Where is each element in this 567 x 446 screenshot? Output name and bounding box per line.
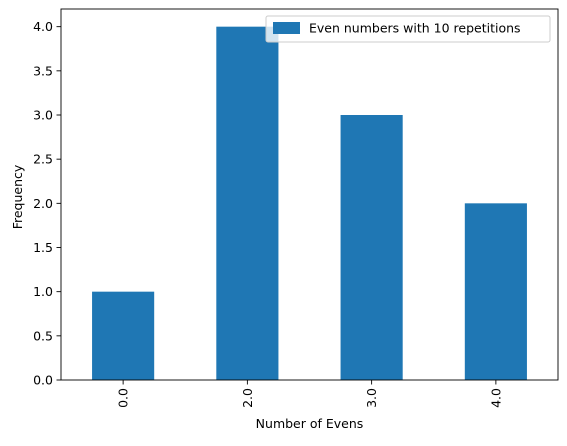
x-tick-label: 0.0 (116, 388, 131, 408)
legend: Even numbers with 10 repetitions (265, 15, 551, 43)
x-tick-label: 4.0 (488, 388, 503, 408)
axes-layer: 0.0 0.5 1.0 1.5 2.0 2.5 3.0 3.5 4.0 0.0 2.0 3.0 4.0 (33, 8, 559, 408)
bar-0.0 (92, 291, 155, 380)
y-tick-label: 1.0 (33, 284, 53, 299)
x-tick-label: 2.0 (240, 388, 255, 408)
x-tick-label: 3.0 (364, 388, 379, 408)
y-tick-label: 0.0 (33, 373, 53, 388)
axes-frame (60, 8, 559, 381)
bars-layer (92, 26, 527, 380)
y-axis-title: Frequency (10, 164, 25, 229)
y-tick-label: 3.0 (33, 108, 53, 123)
legend-swatch (273, 22, 300, 34)
bar-2.0 (216, 26, 279, 380)
x-axis-title: Number of Evens (256, 416, 364, 431)
legend-frame (265, 15, 551, 43)
y-tick-label: 2.5 (33, 152, 53, 167)
y-tick-label: 4.0 (33, 19, 53, 34)
y-tick-label: 0.5 (33, 328, 53, 343)
bar-3.0 (340, 115, 403, 380)
bar-4.0 (464, 203, 527, 380)
legend-label: Even numbers with 10 repetitions (309, 21, 521, 36)
y-tick-label: 3.5 (33, 63, 53, 78)
y-tick-label: 1.5 (33, 240, 53, 255)
y-tick-label: 2.0 (33, 196, 53, 211)
